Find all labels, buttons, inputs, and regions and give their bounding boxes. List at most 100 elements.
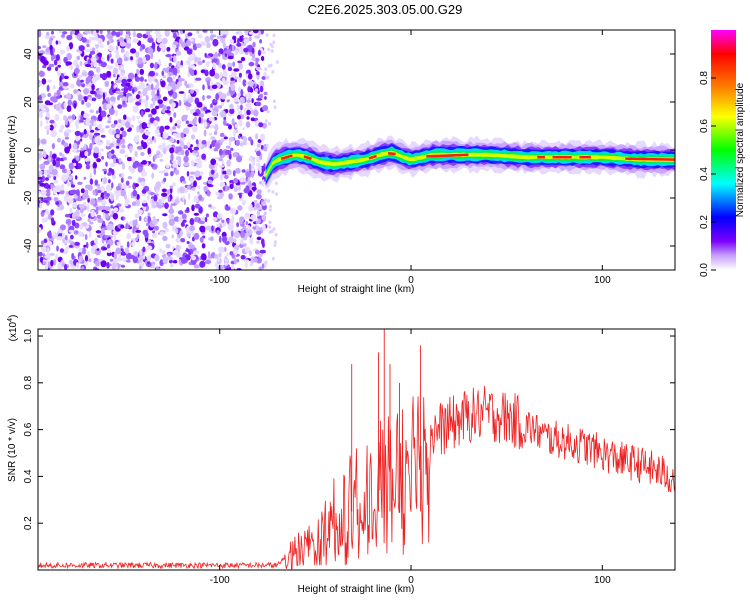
noise-dot [135,199,141,207]
noise-dot [211,140,216,148]
noise-dot [90,90,96,95]
noise-dot [55,66,59,72]
noise-dot [229,183,234,189]
noise-dot [198,194,203,201]
noise-dot [38,55,41,60]
noise-dot [102,168,108,172]
noise-dot [250,214,257,221]
noise-dot [46,111,50,118]
noise-dot [42,60,49,66]
noise-dot [174,198,180,205]
noise-dot [38,176,43,180]
noise-dot [112,230,117,235]
noise-dot [169,187,173,194]
noise-dot [141,193,147,197]
noise-dot [51,55,54,62]
noise-dot [225,109,229,113]
noise-dot [243,47,249,53]
noise-dot [44,100,51,106]
noise-dot [126,180,130,186]
noise-dot [240,89,244,97]
noise-dot [249,87,254,93]
noise-dot [114,49,119,54]
noise-dot [169,147,175,154]
noise-dot [230,80,236,84]
noise-dot [89,143,93,151]
noise-dot [66,92,72,100]
noise-dot [218,246,225,254]
noise-dot [267,64,271,68]
noise-dot [179,186,185,194]
noise-dot [153,225,159,231]
noise-dot [247,212,250,220]
noise-dot [123,86,129,94]
noise-dot [186,141,191,147]
noise-dot [94,44,100,48]
noise-dot [67,197,74,204]
noise-dot [135,94,141,100]
noise-dot [152,230,156,234]
noise-dot [237,135,241,139]
noise-dot [182,114,189,118]
noise-dot [212,62,216,70]
noise-dot [229,179,235,183]
noise-dot [204,121,208,128]
noise-dot [62,82,69,87]
noise-dot [168,72,173,77]
noise-dot [118,158,122,163]
noise-dot [155,72,159,77]
noise-dot [118,252,121,261]
noise-dot [45,208,50,216]
noise-dot [209,124,215,129]
noise-dot [116,30,119,33]
noise-dot [258,266,264,270]
noise-dot [172,73,176,80]
noise-dot [238,46,245,55]
noise-dot [134,76,140,82]
noise-dot [193,197,199,203]
noise-dot [42,253,45,257]
noise-dot [221,235,228,243]
noise-dot [73,230,79,235]
colorbar-label: Normalized spectral amplitude [735,82,746,217]
noise-dot [59,248,64,253]
noise-dot [141,189,147,194]
noise-dot [174,30,179,33]
noise-dot [264,96,267,100]
noise-dot [201,253,207,261]
noise-dot [190,171,195,175]
noise-dot [245,261,248,269]
noise-dot [114,62,119,67]
noise-dot [146,261,151,265]
noise-dot [89,178,94,185]
noise-dot [163,147,167,155]
noise-dot [128,185,132,189]
noise-dot [201,153,207,160]
colorbar-tick-label: 0.2 [699,215,710,229]
noise-dot [119,134,123,140]
noise-dot [119,149,126,154]
noise-dot [222,71,228,77]
noise-dot [211,225,214,232]
noise-dot [97,38,103,45]
noise-dot [119,208,125,213]
noise-dot [227,186,230,191]
noise-dot [166,76,173,83]
noise-dot [38,138,41,146]
noise-dot [99,44,104,49]
noise-dot [223,119,227,126]
noise-dot [125,259,131,263]
snr-y-label: SNR (10 * v/v) [7,418,18,482]
noise-dot [90,129,95,133]
noise-dot [68,42,74,50]
noise-dot [71,30,76,34]
noise-dot [162,132,169,139]
noise-dot [260,56,265,61]
noise-dot [141,200,147,204]
noise-dot [246,104,252,112]
noise-dot [161,37,168,45]
noise-dot [79,223,84,230]
noise-dot [230,83,236,92]
noise-dot [178,38,183,45]
noise-dot [116,241,122,246]
